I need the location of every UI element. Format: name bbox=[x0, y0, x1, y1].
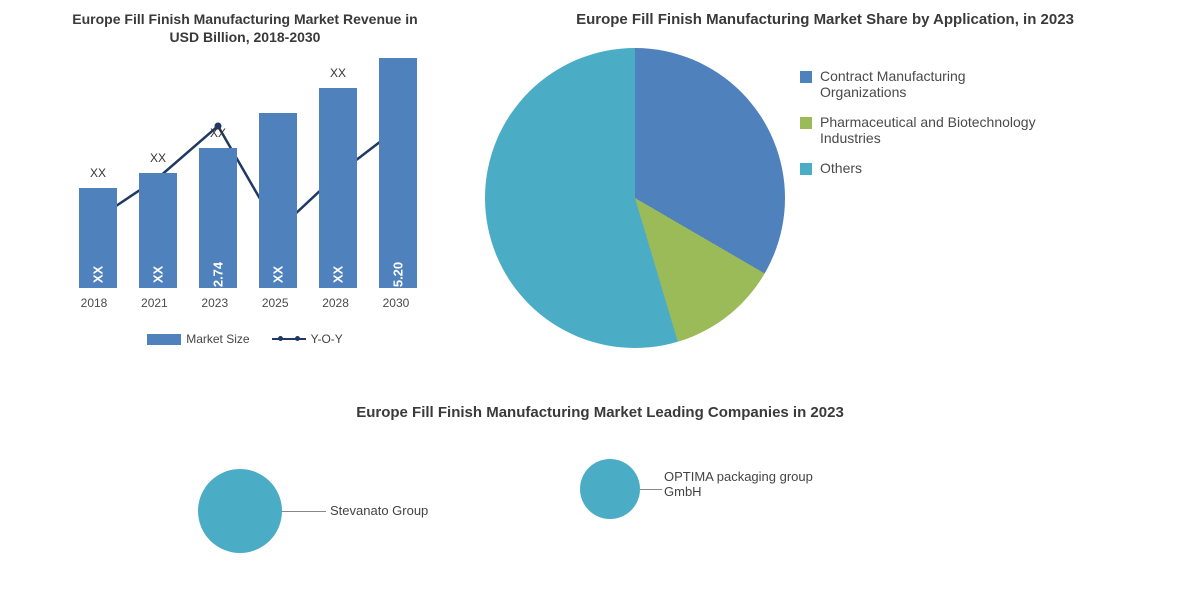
bar-value-2021: XX bbox=[151, 266, 166, 283]
bar-chart-title: Europe Fill Finish Manufacturing Market … bbox=[60, 10, 430, 46]
pie-chart bbox=[485, 48, 785, 348]
company-label-1: OPTIMA packaging group GmbH bbox=[664, 469, 844, 499]
x-label-2021: 2021 bbox=[135, 296, 173, 310]
company-label-0: Stevanato Group bbox=[330, 503, 428, 518]
bar-2021: XXXX bbox=[139, 173, 177, 288]
bar-2030: 5.20 bbox=[379, 58, 417, 288]
yoy-line bbox=[75, 58, 415, 288]
pie-legend-item-2: Others bbox=[800, 160, 1040, 176]
bar-top-label-2018: XX bbox=[90, 166, 106, 180]
pie-legend-swatch-2 bbox=[800, 163, 812, 175]
pie-legend-item-0: Contract Manufacturing Organizations bbox=[800, 68, 1040, 100]
legend-yoy-label: Y-O-Y bbox=[311, 332, 343, 346]
company-leader-0 bbox=[282, 511, 326, 512]
legend-market-size-label: Market Size bbox=[186, 332, 249, 346]
bar-2025: XX bbox=[259, 113, 297, 288]
companies-title: Europe Fill Finish Manufacturing Market … bbox=[0, 404, 1200, 421]
company-bubble-1 bbox=[580, 459, 640, 519]
pie-legend-swatch-0 bbox=[800, 71, 812, 83]
x-label-2025: 2025 bbox=[256, 296, 294, 310]
bar-top-label-2021: XX bbox=[150, 151, 166, 165]
pie-legend-label-0: Contract Manufacturing Organizations bbox=[820, 68, 1040, 100]
bar-top-label-2028: XX bbox=[330, 66, 346, 80]
legend-yoy: Y-O-Y bbox=[272, 332, 343, 346]
legend-bar-swatch bbox=[147, 334, 181, 345]
bar-value-2025: XX bbox=[271, 266, 286, 283]
legend-line-swatch bbox=[272, 338, 306, 340]
bar-top-label-2023: XX bbox=[210, 126, 226, 140]
company-leader-1 bbox=[640, 489, 662, 490]
pie-legend-label-1: Pharmaceutical and Biotechnology Industr… bbox=[820, 114, 1040, 146]
pie-chart-title: Europe Fill Finish Manufacturing Market … bbox=[470, 10, 1180, 30]
bar-2023: 2.74XX bbox=[199, 148, 237, 288]
legend-market-size: Market Size bbox=[147, 332, 249, 346]
pie-chart-panel: Europe Fill Finish Manufacturing Market … bbox=[450, 0, 1200, 400]
bar-legend: Market Size Y-O-Y bbox=[60, 332, 430, 346]
bar-value-2023: 2.74 bbox=[211, 262, 226, 287]
companies-panel: Europe Fill Finish Manufacturing Market … bbox=[0, 400, 1200, 600]
pie-legend: Contract Manufacturing Organizations Phar… bbox=[800, 38, 1040, 190]
bar-chart-area: XXXXXXXX2.74XXXXXXXX5.20 bbox=[75, 58, 415, 288]
bar-2028: XXXX bbox=[319, 88, 357, 288]
pie-legend-item-1: Pharmaceutical and Biotechnology Industr… bbox=[800, 114, 1040, 146]
bar-value-2018: XX bbox=[91, 266, 106, 283]
pie-legend-swatch-1 bbox=[800, 117, 812, 129]
bar-chart-panel: Europe Fill Finish Manufacturing Market … bbox=[0, 0, 450, 400]
pie-legend-label-2: Others bbox=[820, 160, 862, 176]
bar-value-2030: 5.20 bbox=[391, 262, 406, 287]
x-label-2028: 2028 bbox=[317, 296, 355, 310]
pie-wrap bbox=[470, 38, 800, 358]
company-bubbles: Stevanato Group OPTIMA packaging group Gm… bbox=[0, 441, 1200, 571]
bar-value-2028: XX bbox=[331, 266, 346, 283]
x-label-2023: 2023 bbox=[196, 296, 234, 310]
bar-x-axis: 2018 2021 2023 2025 2028 2030 bbox=[75, 296, 415, 310]
x-label-2030: 2030 bbox=[377, 296, 415, 310]
x-label-2018: 2018 bbox=[75, 296, 113, 310]
bar-2018: XXXX bbox=[79, 188, 117, 288]
company-bubble-0 bbox=[198, 469, 282, 553]
